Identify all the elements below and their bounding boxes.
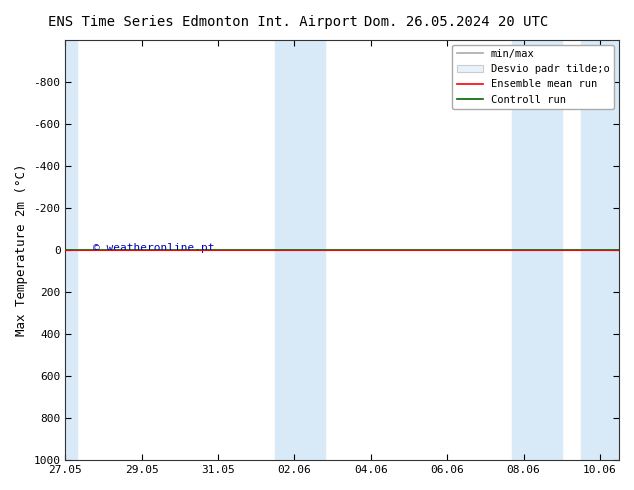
Text: ENS Time Series Edmonton Int. Airport: ENS Time Series Edmonton Int. Airport bbox=[48, 15, 358, 29]
Bar bbox=[275, 40, 325, 460]
Bar bbox=[512, 40, 562, 460]
Legend: min/max, Desvio padr tilde;o, Ensemble mean run, Controll run: min/max, Desvio padr tilde;o, Ensemble m… bbox=[452, 45, 614, 109]
Text: © weatheronline.pt: © weatheronline.pt bbox=[93, 243, 214, 253]
Y-axis label: Max Temperature 2m (°C): Max Temperature 2m (°C) bbox=[15, 164, 28, 336]
Text: Dom. 26.05.2024 20 UTC: Dom. 26.05.2024 20 UTC bbox=[365, 15, 548, 29]
Bar bbox=[581, 40, 619, 460]
Bar bbox=[46, 40, 77, 460]
